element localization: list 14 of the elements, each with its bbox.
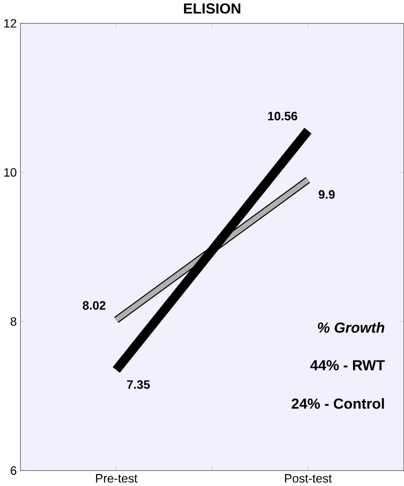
- annotation: 44% - RWT: [310, 360, 385, 370]
- x-tick-label: Post-test: [285, 474, 332, 483]
- y-tick-label: 6: [10, 466, 16, 475]
- annotation: 24% - Control: [292, 398, 384, 409]
- chart-title: ELISION: [184, 3, 240, 14]
- data-label: 7.35: [127, 380, 150, 389]
- data-label: 8.02: [82, 301, 106, 310]
- data-label: 10.56: [268, 112, 298, 120]
- y-tick-label: 8: [10, 317, 16, 326]
- annotation: % Growth: [318, 322, 384, 333]
- y-tick-label: 12: [4, 19, 16, 28]
- data-label: 9.9: [318, 190, 335, 199]
- y-tick-label: 10: [4, 168, 16, 177]
- x-tick-label: Pre-test: [96, 474, 138, 483]
